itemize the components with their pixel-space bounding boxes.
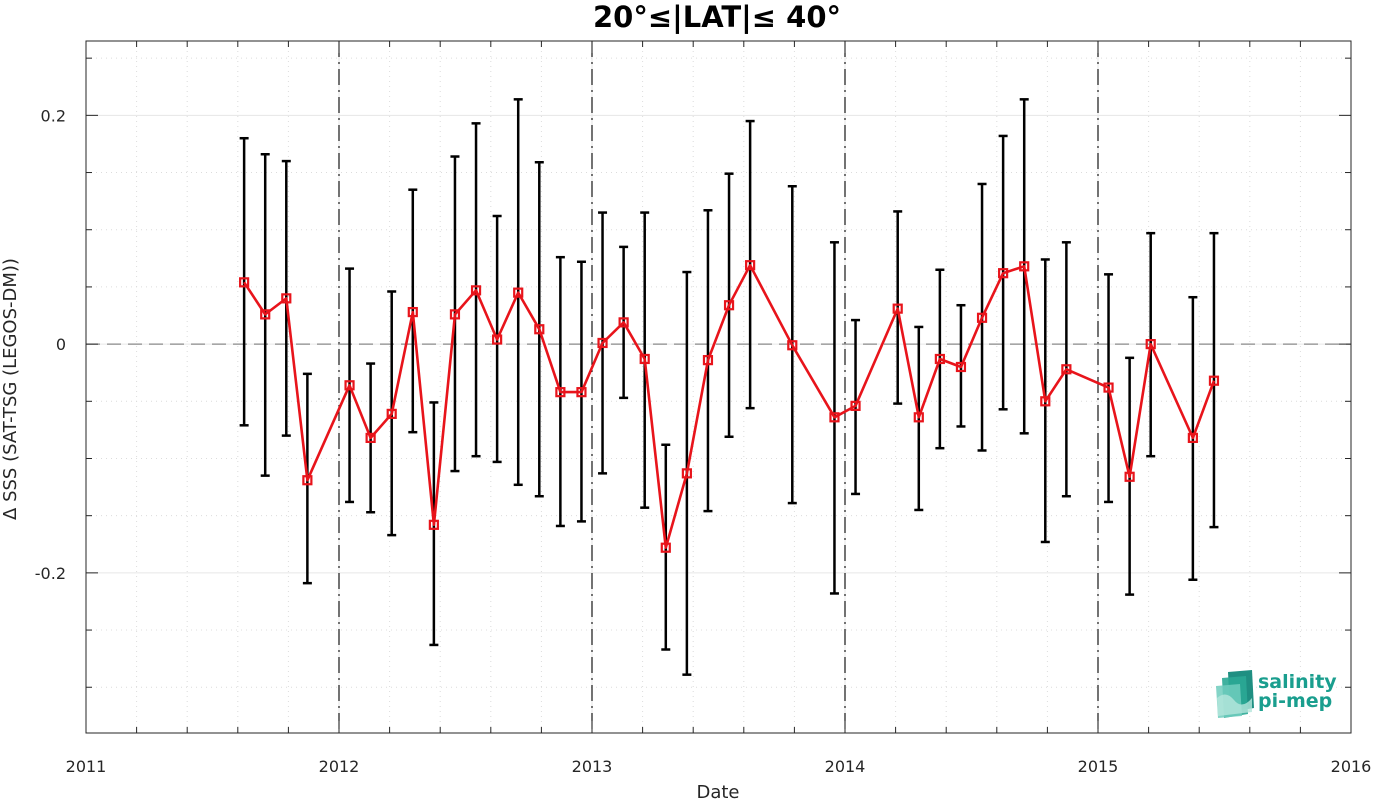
data-point-marker	[470, 285, 482, 296]
data-point-marker	[829, 412, 840, 423]
x-tick-label: 2011	[66, 757, 107, 776]
data-point-marker	[1145, 339, 1156, 350]
data-point-marker	[976, 312, 988, 323]
data-point-marker	[302, 475, 313, 486]
x-tick-label: 2014	[825, 757, 866, 776]
y-tick-label: -0.2	[35, 564, 66, 583]
y-tick-labels: 0.2 0 -0.2	[35, 106, 66, 583]
data-point-marker	[913, 412, 924, 423]
data-point-marker	[681, 468, 692, 479]
data-point-marker	[281, 293, 292, 304]
logo-line2: pi-mep	[1258, 690, 1332, 712]
x-tick-labels: 2011 2012 2013 2014 2015 2016	[66, 757, 1372, 776]
tick-marks	[85, 41, 1352, 733]
data-point-marker	[850, 400, 861, 411]
y-tick-label: 0.2	[41, 106, 66, 125]
data-point-marker	[492, 334, 503, 345]
plot-frame	[85, 40, 1352, 734]
x-tick-label: 2015	[1078, 757, 1119, 776]
data-point-marker	[955, 361, 967, 373]
data-point-marker	[1103, 382, 1114, 393]
series-markers	[239, 260, 1220, 553]
data-point-marker	[702, 355, 714, 366]
data-point-marker	[239, 277, 250, 288]
logo-icon	[1216, 670, 1254, 718]
chart-title: 20°≤|LAT|≤ 40°	[593, 0, 841, 34]
data-point-marker	[534, 324, 545, 335]
data-point-marker	[745, 260, 756, 271]
data-point-marker	[934, 353, 945, 365]
data-point-marker	[597, 337, 608, 349]
data-point-marker	[449, 309, 461, 320]
data-point-marker	[365, 432, 376, 443]
data-point-marker	[1040, 396, 1051, 407]
data-point-marker	[660, 542, 671, 553]
data-point-marker	[1019, 261, 1030, 272]
data-point-marker	[998, 268, 1009, 279]
x-tick-label: 2012	[319, 757, 360, 776]
series-line	[243, 263, 1216, 550]
data-point-marker	[344, 380, 355, 391]
year-boundary-lines	[338, 41, 1099, 733]
logo-line1: salinity	[1258, 671, 1337, 693]
x-axis-label: Date	[696, 782, 739, 801]
data-point-marker	[386, 408, 397, 419]
x-tick-label: 2013	[572, 757, 613, 776]
data-point-marker	[639, 353, 650, 365]
data-point-marker	[1208, 375, 1220, 386]
errorbars	[239, 98, 1219, 676]
data-point-marker	[723, 300, 735, 311]
data-point-marker	[428, 519, 439, 530]
data-point-marker	[892, 303, 903, 314]
y-tick-label: 0	[56, 335, 66, 354]
data-point-marker	[1061, 364, 1072, 375]
data-point-marker	[513, 287, 524, 298]
data-point-marker	[260, 309, 271, 320]
salinity-pi-mep-logo: salinity pi-mep	[1216, 670, 1337, 718]
data-point-marker	[1187, 432, 1198, 443]
data-point-marker	[407, 306, 418, 318]
data-point-marker	[1124, 471, 1135, 482]
y-axis-label: Δ SSS (SAT-TSG (LEGOS-DM))	[0, 258, 21, 520]
x-tick-label: 2016	[1331, 757, 1372, 776]
data-point-marker	[555, 387, 566, 398]
data-point-marker	[576, 387, 587, 398]
data-point-marker	[787, 340, 798, 351]
grid-layer	[85, 41, 1352, 733]
data-point-marker	[618, 317, 629, 328]
